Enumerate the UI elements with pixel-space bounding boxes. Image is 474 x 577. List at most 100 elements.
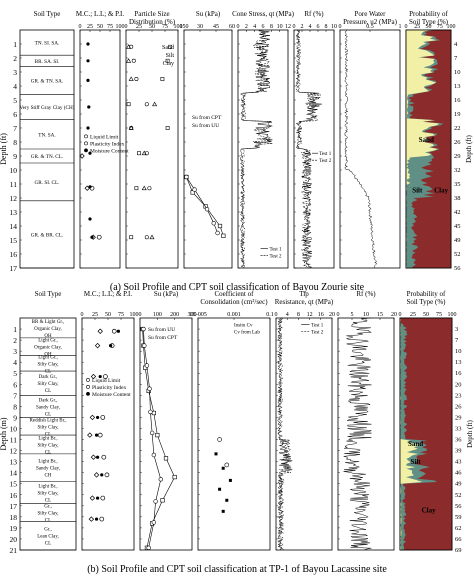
soil-layer-label: Light Br., xyxy=(38,460,57,465)
plasticity-index-point xyxy=(93,472,100,478)
x-tick-label: 1 xyxy=(399,24,402,30)
x-tick-label: 60 xyxy=(229,24,235,30)
right-tick-label: 13 xyxy=(454,83,461,90)
y-tick-label: 16 xyxy=(10,250,18,259)
soil-layer-label: CL xyxy=(45,518,51,523)
x-tick-label: 16 xyxy=(318,312,324,318)
moisture-point xyxy=(88,217,92,221)
moisture-point xyxy=(86,78,90,82)
soil-layer-label: GR. SI. CL. xyxy=(35,180,60,186)
prob-label-sand: Sand xyxy=(419,136,434,144)
x-tick-label: 1E-005 xyxy=(189,312,207,318)
rf-trace xyxy=(343,317,373,551)
right-tick-label: 45 xyxy=(454,223,461,230)
psd-legend-label: Sand xyxy=(162,45,174,51)
y-tick-label: 13 xyxy=(10,208,18,217)
plasticity-index-point xyxy=(90,234,96,240)
cv-insitu-point xyxy=(224,462,230,468)
su-uu-point xyxy=(144,363,150,368)
moisture-point xyxy=(116,329,120,333)
right-tick-label: 32 xyxy=(454,167,461,174)
x-tick-label: 20 xyxy=(329,312,335,318)
x-tick-label: 0 xyxy=(275,312,278,318)
x-tick-label: 150 xyxy=(180,24,189,30)
panel-frame-cc xyxy=(197,317,271,551)
su-cpt-point xyxy=(155,433,160,438)
mc-legend-label: Moisture Content xyxy=(92,392,131,398)
su-uu-point xyxy=(151,520,157,525)
right-tick-label: 26 xyxy=(454,139,461,146)
clay-point xyxy=(128,76,134,81)
su-uu-point xyxy=(147,386,152,391)
trace-legend-label: Test 1 xyxy=(311,324,324,329)
x-tick-label: 0 xyxy=(125,24,128,30)
soil-layer-label: Silty Clay, xyxy=(37,425,58,430)
moisture-point xyxy=(94,517,99,521)
panel-title: Su (kPa) xyxy=(196,10,221,18)
liquid-limit-point xyxy=(100,415,106,420)
right-tick-label: 49 xyxy=(455,481,462,488)
x-tick-label: 0 xyxy=(79,24,82,30)
y-tick-label: 14 xyxy=(10,469,18,478)
y-tick-label: 10 xyxy=(10,166,18,175)
figure-a: Depth (ft)1234567891011121314151617Soil … xyxy=(0,10,473,273)
moisture-point xyxy=(87,105,91,109)
x-tick-label: 0 xyxy=(139,312,142,318)
cv-lab-point xyxy=(214,452,218,456)
liquid-limit-point xyxy=(109,343,115,348)
tip-test2 xyxy=(277,317,292,551)
panel-title: Probability of xyxy=(409,10,448,18)
x-tick-label: 8 xyxy=(325,24,328,30)
su-cpt-point xyxy=(163,456,169,461)
soil-layer-label: Gr., xyxy=(44,528,52,533)
sand-point xyxy=(134,186,139,191)
y-tick-label: 18 xyxy=(10,513,18,522)
su-uu-point xyxy=(204,207,210,212)
liquid-limit-point xyxy=(99,516,105,522)
right-tick-label: 16 xyxy=(454,97,461,104)
y-tick-label: 17 xyxy=(10,264,18,273)
soil-layer-label: TN. SI. SA. xyxy=(35,41,60,47)
right-tick-label: 52 xyxy=(454,251,461,258)
sand-point xyxy=(165,126,170,130)
plasticity-index-point xyxy=(97,328,103,334)
sand-point xyxy=(137,151,141,156)
right-tick-label: 38 xyxy=(454,195,461,202)
panel-title: M.C.; L.L; & P.I. xyxy=(84,290,132,298)
x-tick-label: 100 xyxy=(174,24,183,30)
cv-lab-point xyxy=(218,487,222,491)
x-tick-label: 10 xyxy=(277,24,283,30)
right-tick-label: 20 xyxy=(455,381,462,388)
x-tick-label: 0 xyxy=(81,312,84,318)
panel-title: Su (kPa) xyxy=(154,290,179,298)
plasticity-index-point xyxy=(79,153,85,159)
clay-point xyxy=(126,58,132,63)
liquid-limit-point xyxy=(89,185,95,191)
moisture-point xyxy=(100,473,104,477)
y-tick-label: 15 xyxy=(10,480,18,489)
x-tick-label: 20 xyxy=(391,312,397,318)
y-tick-label: 7 xyxy=(13,124,17,133)
mc-legend-marker xyxy=(86,391,90,396)
su-cpt-point xyxy=(217,223,223,229)
right-tick-label: 16 xyxy=(455,370,462,377)
x-tick-label: 8 xyxy=(297,312,300,318)
soil-layer-label: CL xyxy=(45,432,51,437)
panel-title: Pressure, u2 (MPa) xyxy=(343,18,398,26)
x-tick-label: 50 xyxy=(423,312,429,318)
x-tick-label: 25 xyxy=(87,24,93,30)
y-axis-label: Depth (ft) xyxy=(0,133,8,165)
soil-layer-label: Silty Clay, xyxy=(37,492,58,497)
y-tick-label: 2 xyxy=(13,336,17,345)
soil-layer-label: Light Gr., xyxy=(38,355,58,360)
right-tick-label: 43 xyxy=(455,459,462,466)
y-tick-label: 1 xyxy=(13,40,17,49)
x-tick-label: 8 xyxy=(270,24,273,30)
x-tick-label: 12 xyxy=(307,312,313,318)
x-tick-label: 100 xyxy=(153,312,162,318)
panel-title: Soil Type (%) xyxy=(409,18,449,26)
su-uu-point xyxy=(146,545,151,550)
x-tick-label: 50 xyxy=(105,312,111,318)
panel-title: Consolidation (cm²/sec) xyxy=(200,298,268,306)
right-tick-label: 52 xyxy=(455,492,462,499)
